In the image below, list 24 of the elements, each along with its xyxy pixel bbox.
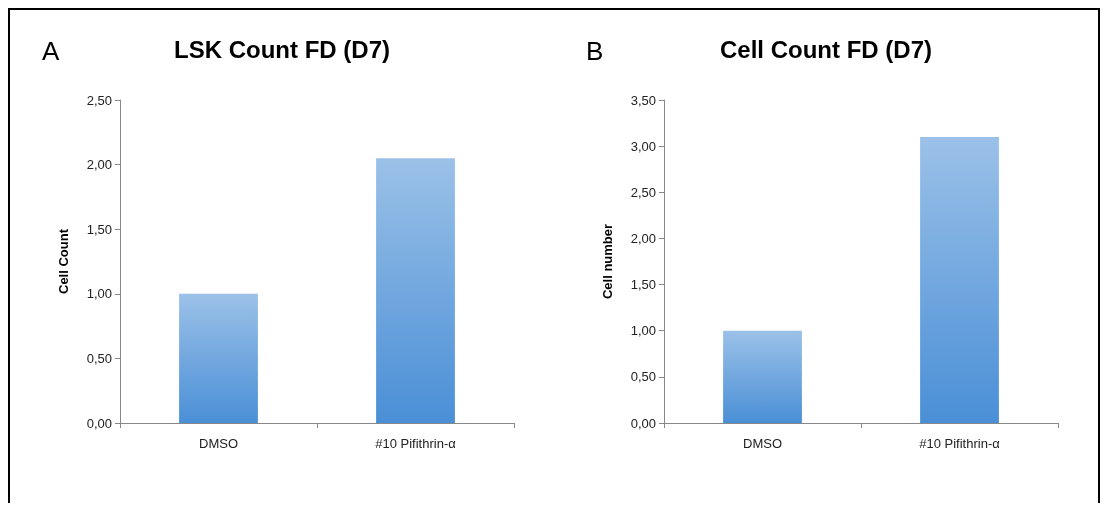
y-tick-label: 2,50 bbox=[86, 92, 112, 108]
text: B bbox=[586, 36, 604, 66]
y-axis-title: Cell Count bbox=[56, 228, 71, 294]
y-axis-title: Cell number bbox=[600, 223, 615, 300]
text: A bbox=[42, 36, 60, 66]
y-tick-label: 2,00 bbox=[630, 230, 656, 246]
y-tick-label: 3,00 bbox=[630, 138, 656, 154]
y-tick-label: 0,00 bbox=[630, 415, 656, 431]
y-tick-label: 2,00 bbox=[86, 157, 112, 173]
y-tick-label: 0,50 bbox=[630, 369, 656, 385]
y-tick-label: 1,00 bbox=[630, 323, 656, 339]
chart-title: LSK Count FD (D7) bbox=[174, 35, 390, 63]
y-tick-label: 1,00 bbox=[86, 286, 112, 302]
y-tick-label: 3,50 bbox=[630, 92, 656, 108]
y-tick-label: 0,00 bbox=[86, 415, 112, 431]
x-tick-label: #10 Pifithrin-α bbox=[919, 436, 1001, 451]
x-tick-label: DMSO bbox=[199, 436, 238, 451]
y-tick-label: 1,50 bbox=[630, 277, 656, 293]
chart-title: Cell Count FD (D7) bbox=[720, 35, 932, 63]
x-tick-label: #10 Pifithrin-α bbox=[375, 436, 457, 451]
y-tick-label: 0,50 bbox=[86, 350, 112, 366]
y-tick-label: 2,50 bbox=[630, 184, 656, 200]
x-tick-label: DMSO bbox=[743, 436, 782, 451]
y-tick-label: 1,50 bbox=[86, 221, 112, 237]
